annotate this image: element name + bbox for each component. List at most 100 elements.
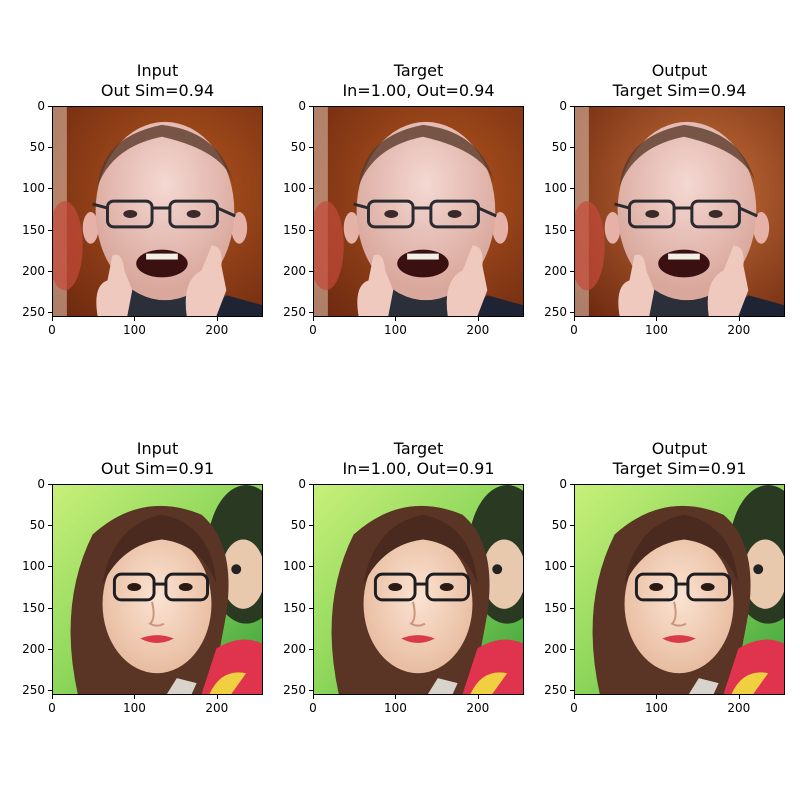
- y-tick-label: 150: [283, 600, 306, 615]
- y-tick-mark: [570, 607, 574, 609]
- y-tick-mark: [570, 147, 574, 149]
- x-tick-label: 100: [122, 701, 146, 715]
- face-photo: [314, 107, 523, 316]
- y-tick-mark: [48, 270, 52, 272]
- y-tick-label: 250: [544, 683, 567, 698]
- y-tick-label: 250: [22, 305, 45, 320]
- x-tick-label: 200: [466, 701, 490, 715]
- panel-title-line2: In=1.00, Out=0.91: [342, 459, 495, 478]
- y-tick-label: 250: [283, 683, 306, 698]
- panel-title-line1: Output: [651, 61, 708, 80]
- y-tick-label: 50: [290, 140, 306, 155]
- y-tick-label: 100: [283, 181, 306, 196]
- y-tick-mark: [48, 106, 52, 107]
- y-tick-label: 50: [551, 518, 567, 533]
- x-tick-label: 200: [466, 323, 490, 337]
- y-tick-mark: [309, 188, 313, 190]
- y-tick-mark: [48, 484, 52, 485]
- face-photo: [53, 107, 262, 316]
- x-tick-mark: [216, 317, 218, 321]
- image-axes: [52, 484, 263, 695]
- x-tick-mark: [574, 695, 575, 699]
- image-axes: [52, 106, 263, 317]
- y-tick-label: 200: [22, 263, 45, 278]
- y-tick-mark: [570, 484, 574, 485]
- y-tick-mark: [309, 147, 313, 149]
- y-tick-mark: [48, 648, 52, 650]
- face-photo: [53, 485, 262, 694]
- y-tick-mark: [309, 270, 313, 272]
- face-photo: [575, 485, 784, 694]
- y-tick-label: 100: [22, 181, 45, 196]
- panel-title: Output Target Sim=0.91: [550, 439, 800, 479]
- y-tick-label: 0: [37, 477, 45, 491]
- y-tick-label: 150: [283, 222, 306, 237]
- y-tick-mark: [48, 566, 52, 568]
- x-tick-label: 200: [727, 701, 751, 715]
- y-tick-label: 150: [22, 222, 45, 237]
- y-tick-mark: [48, 690, 52, 692]
- panel-title-line2: Out Sim=0.94: [100, 81, 215, 100]
- x-tick-label: 0: [570, 323, 578, 337]
- y-tick-mark: [48, 147, 52, 149]
- image-axes: [574, 484, 785, 695]
- x-tick-mark: [395, 695, 397, 699]
- y-tick-label: 50: [290, 518, 306, 533]
- y-tick-mark: [48, 188, 52, 190]
- y-tick-label: 150: [544, 600, 567, 615]
- x-tick-label: 100: [122, 323, 146, 337]
- y-tick-mark: [48, 229, 52, 231]
- y-tick-label: 150: [544, 222, 567, 237]
- x-tick-mark: [313, 695, 314, 699]
- y-tick-mark: [309, 648, 313, 650]
- y-tick-label: 50: [29, 518, 45, 533]
- y-tick-label: 200: [283, 263, 306, 278]
- x-tick-label: 0: [309, 323, 317, 337]
- y-tick-mark: [309, 106, 313, 107]
- y-tick-label: 100: [283, 559, 306, 574]
- y-tick-mark: [48, 607, 52, 609]
- panel-title: Input Out Sim=0.94: [28, 61, 288, 101]
- panel-title: Target In=1.00, Out=0.91: [289, 439, 549, 479]
- x-tick-mark: [738, 695, 740, 699]
- y-tick-mark: [570, 188, 574, 190]
- y-tick-label: 0: [298, 477, 306, 491]
- x-tick-label: 100: [383, 701, 407, 715]
- y-tick-label: 100: [544, 181, 567, 196]
- panel-title-line2: In=1.00, Out=0.94: [342, 81, 495, 100]
- panel-title-line2: Target Sim=0.94: [612, 81, 747, 100]
- x-tick-mark: [656, 317, 658, 321]
- x-tick-mark: [395, 317, 397, 321]
- x-tick-mark: [216, 695, 218, 699]
- y-tick-mark: [570, 690, 574, 692]
- y-tick-mark: [309, 484, 313, 485]
- x-tick-label: 200: [727, 323, 751, 337]
- y-tick-mark: [309, 566, 313, 568]
- face-photo: [314, 485, 523, 694]
- y-tick-label: 100: [544, 559, 567, 574]
- y-tick-label: 200: [283, 641, 306, 656]
- y-tick-label: 50: [29, 140, 45, 155]
- panel-title: Output Target Sim=0.94: [550, 61, 800, 101]
- y-tick-label: 200: [22, 641, 45, 656]
- x-tick-mark: [313, 317, 314, 321]
- x-tick-label: 0: [570, 701, 578, 715]
- y-tick-mark: [570, 566, 574, 568]
- y-tick-mark: [570, 312, 574, 314]
- panel-title-line1: Input: [136, 439, 179, 458]
- panel-title-line1: Target: [393, 61, 444, 80]
- panel-title: Target In=1.00, Out=0.94: [289, 61, 549, 101]
- x-tick-mark: [134, 317, 136, 321]
- x-tick-mark: [134, 695, 136, 699]
- image-axes: [313, 106, 524, 317]
- x-tick-label: 0: [48, 323, 56, 337]
- image-axes: [574, 106, 785, 317]
- y-tick-mark: [309, 312, 313, 314]
- x-tick-label: 0: [309, 701, 317, 715]
- y-tick-mark: [309, 525, 313, 527]
- y-tick-label: 250: [22, 683, 45, 698]
- y-tick-mark: [570, 106, 574, 107]
- y-tick-mark: [309, 229, 313, 231]
- face-photo: [575, 107, 784, 316]
- y-tick-label: 250: [283, 305, 306, 320]
